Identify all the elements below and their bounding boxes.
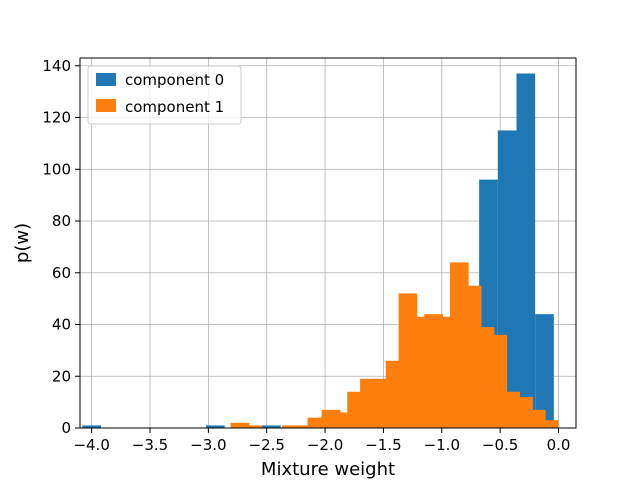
x-tick-label: 0.0	[547, 436, 571, 454]
histogram-bar	[206, 425, 225, 428]
y-axis-ticks: 0 20 40 60 80 100 120 140	[42, 57, 80, 437]
y-tick-label: 20	[52, 367, 71, 385]
x-tick-label: −4.0	[73, 436, 109, 454]
y-tick-label: 60	[52, 264, 71, 282]
x-axis-title: Mixture weight	[261, 459, 395, 480]
legend-label-component-0: component 0	[125, 71, 224, 89]
y-tick-label: 100	[42, 160, 71, 178]
histogram-bar	[82, 425, 102, 428]
histogram-bar	[243, 425, 263, 428]
histogram-bar	[516, 73, 536, 428]
x-tick-label: −3.5	[132, 436, 168, 454]
legend-swatch-component-0	[96, 73, 116, 86]
x-tick-label: −1.0	[424, 436, 460, 454]
x-tick-label: −3.0	[190, 436, 226, 454]
x-tick-label: −0.5	[482, 436, 518, 454]
x-tick-label: −2.0	[307, 436, 343, 454]
series-component-0	[82, 73, 554, 428]
y-tick-label: 40	[52, 316, 71, 334]
legend-label-component-1: component 1	[125, 98, 224, 116]
plot-frame	[79, 57, 577, 429]
histogram-bar	[535, 314, 554, 428]
x-tick-label: −2.5	[249, 436, 285, 454]
x-tick-label: −1.5	[365, 436, 401, 454]
y-tick-label: 0	[61, 419, 71, 437]
y-tick-label: 140	[42, 57, 71, 75]
x-axis-ticks: −4.0 −3.5 −3.0 −2.5 −2.0 −1.5 −1.0 −0.5 0.0	[73, 428, 570, 454]
histogram-bar	[230, 422, 250, 428]
histogram-bar	[281, 425, 301, 428]
series-component-1	[230, 262, 559, 428]
legend-box	[87, 65, 242, 125]
legend-swatch-component-1	[96, 99, 116, 112]
y-tick-label: 120	[42, 109, 71, 127]
legend: component 0 component 1	[87, 65, 242, 125]
histogram-bar	[294, 425, 314, 428]
y-tick-label: 80	[52, 212, 71, 230]
histogram-bar	[262, 425, 281, 428]
histogram-bar	[307, 417, 327, 428]
histogram-bar	[539, 420, 559, 428]
bars	[82, 73, 559, 428]
y-axis-title: p(w)	[12, 223, 33, 263]
